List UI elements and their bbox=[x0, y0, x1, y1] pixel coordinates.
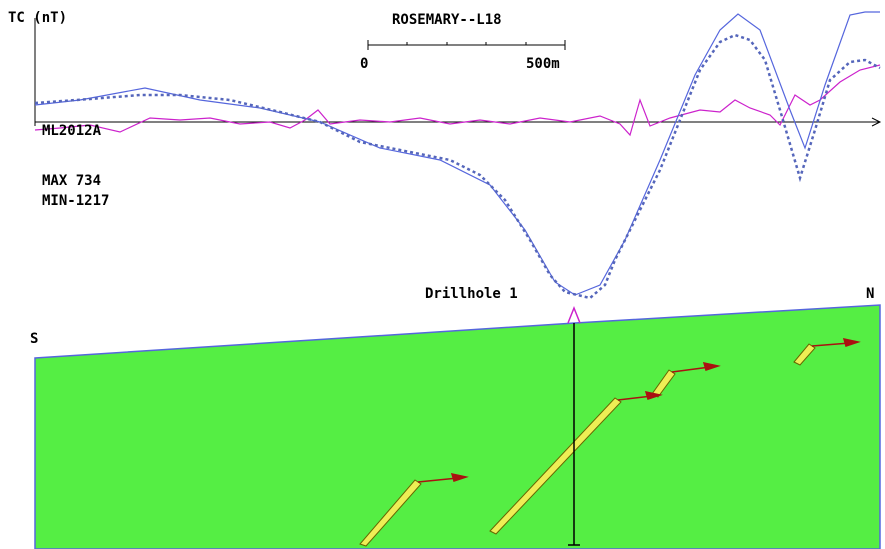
title: ROSEMARY--L18 bbox=[392, 12, 502, 28]
scale-end: 500m bbox=[526, 56, 560, 72]
drillhole-label: Drillhole 1 bbox=[425, 286, 518, 302]
axis-label: TC (nT) bbox=[8, 10, 67, 26]
magenta-curve bbox=[34, 64, 881, 137]
scale-bar bbox=[367, 40, 566, 50]
dotted-curve bbox=[34, 33, 881, 300]
south-label: S bbox=[30, 331, 38, 347]
min-label: MIN-1217 bbox=[42, 193, 109, 209]
north-label: N bbox=[866, 286, 874, 302]
drillhole-collar bbox=[567, 305, 581, 324]
baseline-arrow bbox=[871, 117, 882, 127]
ground bbox=[34, 304, 881, 549]
max-label: MAX 734 bbox=[42, 173, 101, 189]
scale-start: 0 bbox=[360, 56, 368, 72]
line-name: ML2012A bbox=[42, 123, 102, 139]
thin-curve bbox=[34, 11, 880, 296]
arrows bbox=[417, 338, 861, 483]
